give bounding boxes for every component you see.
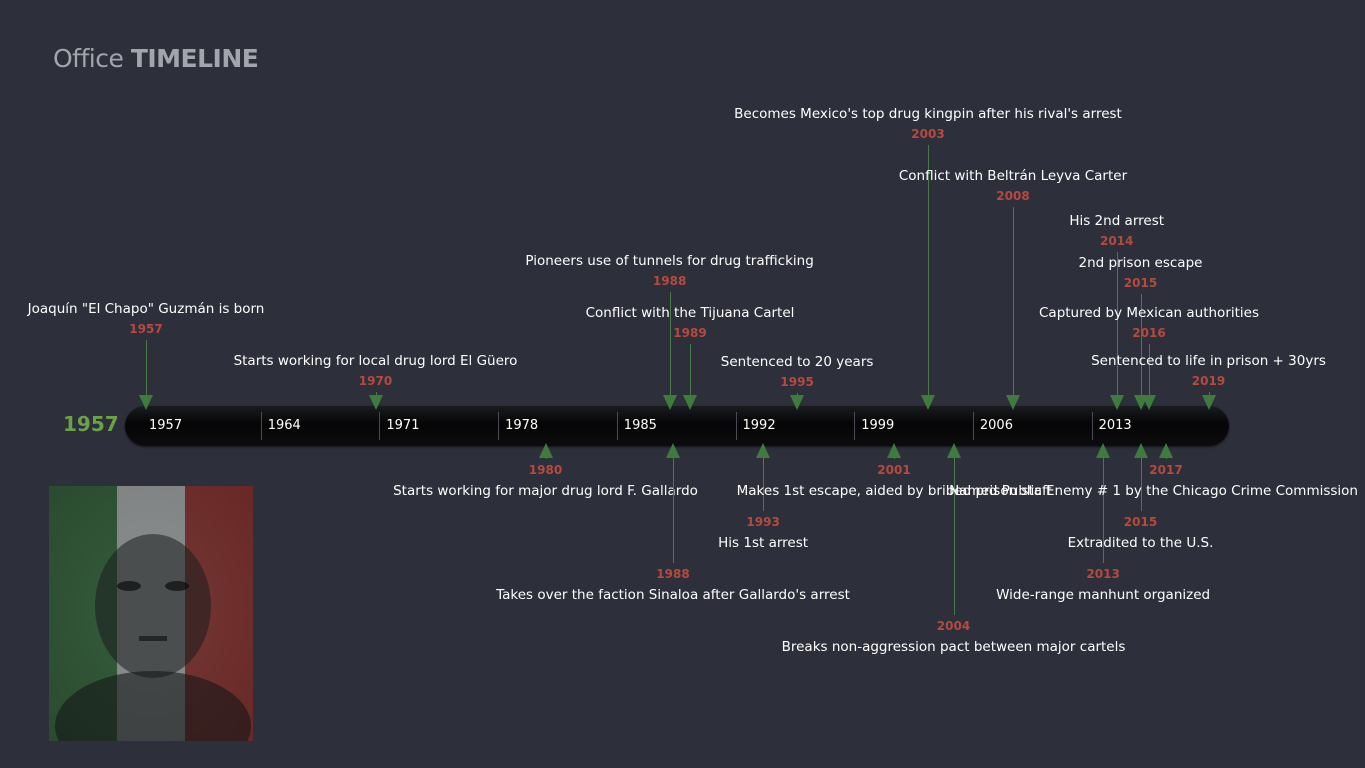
event-year: 2016: [1132, 326, 1166, 340]
tick-label: 2006: [979, 418, 1013, 433]
event-marker-up-icon: [666, 443, 680, 458]
event-stem: [1141, 294, 1142, 395]
tick-separator: [972, 412, 974, 440]
tick-label: 1985: [623, 418, 657, 433]
event-stem: [1209, 392, 1210, 395]
event-title: His 2nd arrest: [1069, 213, 1165, 229]
event-stem: [1117, 252, 1118, 395]
event-stem: [1103, 458, 1104, 563]
event-marker-down-icon: [683, 395, 697, 410]
event-marker-down-icon: [139, 395, 153, 410]
event-title: Extradited to the U.S.: [1067, 535, 1214, 551]
event-title: Wide-range manhunt organized: [996, 587, 1211, 603]
tick-separator: [854, 412, 856, 440]
event-marker-down-icon: [1006, 395, 1020, 410]
event-stem: [894, 458, 895, 459]
event-stem: [928, 145, 929, 395]
event-year: 1970: [358, 374, 393, 388]
face-silhouette-icon: [55, 534, 251, 741]
event-marker-up-icon: [947, 443, 961, 458]
event-title: Takes over the faction Sinaloa after Gal…: [496, 587, 850, 603]
event-year: 2003: [911, 127, 945, 141]
event-marker-down-icon: [1142, 395, 1156, 410]
tick-separator: [616, 412, 618, 440]
event-title: Joaquín "El Chapo" Guzmán is born: [27, 301, 265, 317]
event-title: Makes 1st escape, aided by bribed prison…: [736, 483, 1052, 499]
event-year: 2008: [996, 189, 1030, 203]
event-marker-up-icon: [1159, 443, 1173, 458]
event-title: His 1st arrest: [718, 535, 809, 551]
event-stem: [1013, 207, 1014, 395]
event-stem: [1166, 458, 1167, 459]
tick-separator: [498, 412, 500, 440]
tick-separator: [379, 412, 381, 440]
event-year: 2015: [1123, 276, 1158, 290]
event-year: 1989: [673, 326, 707, 340]
event-year: 1957: [129, 322, 163, 336]
event-stem: [1149, 344, 1150, 395]
event-marker-down-icon: [369, 395, 383, 410]
timeline-bar: [125, 406, 1229, 446]
tick-separator: [260, 412, 262, 440]
event-year: 1988: [656, 567, 690, 581]
event-title: Captured by Mexican authorities: [1038, 305, 1260, 321]
tick-label: 1992: [742, 418, 776, 433]
brand-logo: Office TIMELINE: [53, 44, 259, 73]
event-title: Pioneers use of tunnels for drug traffic…: [525, 253, 814, 269]
tick-label: 1971: [386, 418, 420, 433]
event-marker-up-icon: [539, 443, 553, 458]
event-year: 2019: [1191, 374, 1226, 388]
tick-label: 1978: [505, 418, 539, 433]
event-stem: [670, 292, 671, 395]
event-marker-down-icon: [1110, 395, 1124, 410]
event-year: 2001: [877, 463, 911, 477]
event-stem: [954, 458, 955, 615]
brand-word-timeline: TIMELINE: [130, 44, 259, 73]
event-title: Named Public Enemy # 1 by the Chicago Cr…: [949, 483, 1358, 499]
event-marker-down-icon: [663, 395, 677, 410]
event-stem: [376, 392, 377, 395]
event-year: 2017: [1149, 463, 1183, 477]
event-stem: [673, 458, 674, 563]
event-stem: [146, 340, 147, 395]
event-marker-down-icon: [1202, 395, 1216, 410]
event-title: Starts working for local drug lord El Gü…: [233, 353, 518, 369]
tick-label: 1999: [861, 418, 895, 433]
tick-label: 1964: [267, 418, 301, 433]
event-title: Breaks non-aggression pact between major…: [781, 639, 1126, 655]
tick-label: 1957: [149, 418, 183, 433]
event-year: 2014: [1099, 234, 1134, 248]
tick-separator: [1091, 412, 1093, 440]
event-title: Becomes Mexico's top drug kingpin after …: [734, 106, 1122, 122]
event-marker-down-icon: [790, 395, 804, 410]
event-stem: [690, 344, 691, 395]
start-year-label: 1957: [63, 412, 119, 436]
event-year: 1988: [652, 274, 687, 288]
event-year: 1995: [780, 375, 814, 389]
event-stem: [763, 458, 764, 511]
event-title: Conflict with the Tijuana Cartel: [585, 305, 795, 321]
event-marker-up-icon: [1134, 443, 1148, 458]
event-marker-up-icon: [1096, 443, 1110, 458]
tick-separator: [735, 412, 737, 440]
event-year: 2004: [936, 619, 971, 633]
event-marker-down-icon: [921, 395, 935, 410]
event-year: 2013: [1086, 567, 1120, 581]
brand-word-office: Office: [53, 44, 124, 73]
event-title: Conflict with Beltrán Leyva Carter: [898, 168, 1128, 184]
event-title: Starts working for major drug lord F. Ga…: [393, 483, 698, 499]
portrait-image: [49, 486, 253, 741]
event-year: 1993: [746, 515, 780, 529]
event-title: 2nd prison escape: [1078, 255, 1203, 271]
event-stem: [1141, 458, 1142, 511]
event-stem: [797, 393, 798, 395]
event-stem: [546, 458, 547, 459]
event-title: Sentenced to life in prison + 30yrs: [1091, 353, 1326, 369]
event-marker-up-icon: [756, 443, 770, 458]
event-year: 1980: [528, 463, 563, 477]
event-title: Sentenced to 20 years: [720, 354, 874, 370]
tick-label: 2013: [1098, 418, 1132, 433]
event-marker-up-icon: [887, 443, 901, 458]
event-year: 2015: [1123, 515, 1158, 529]
